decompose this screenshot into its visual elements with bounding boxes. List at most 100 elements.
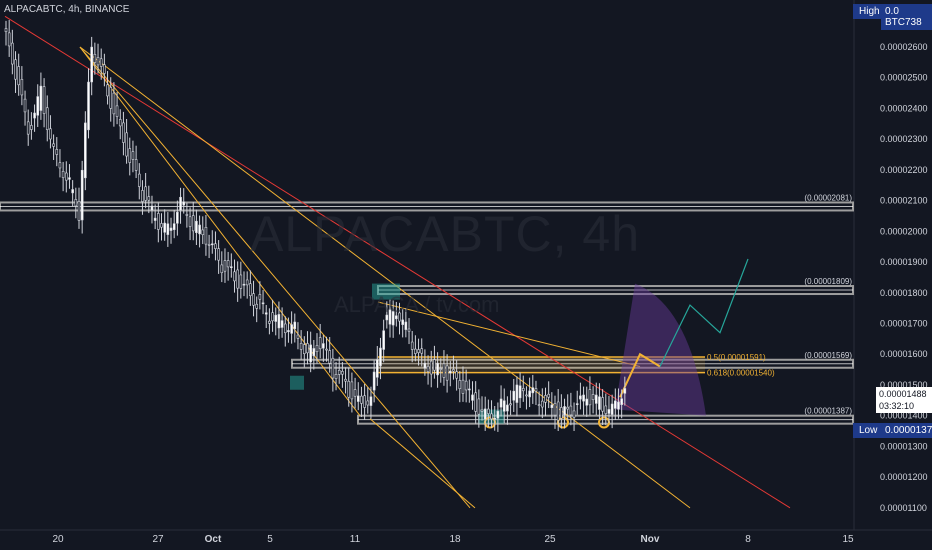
candle-body [382, 330, 385, 350]
candle-body [388, 309, 392, 325]
candle-body [353, 389, 357, 397]
candle-body [350, 381, 354, 400]
candle-body [93, 54, 97, 63]
candle-body [547, 393, 550, 398]
x-tick-label: 27 [152, 534, 164, 545]
candle-body [103, 64, 106, 74]
candle-body [166, 223, 170, 235]
candle-body [391, 311, 395, 326]
candle-body [185, 214, 189, 216]
candle-body [277, 314, 281, 329]
candle-body [398, 312, 401, 322]
candle-body [610, 403, 614, 415]
candle-body [499, 398, 503, 408]
candle-body [58, 162, 62, 169]
candle-body [147, 196, 151, 201]
level-label: (0.00001809) [804, 277, 852, 286]
y-tick-label: 0.00002000 [880, 226, 928, 236]
candle-body [163, 222, 166, 233]
candle-body [423, 362, 427, 369]
candle-body [569, 405, 573, 416]
candle-body [112, 92, 116, 115]
candle-body [468, 388, 471, 391]
candle-body [293, 321, 297, 330]
candle-body [118, 119, 122, 127]
candle-body [614, 400, 617, 409]
candle-body [426, 365, 430, 373]
candle-body [452, 369, 455, 372]
candle-body [477, 398, 481, 415]
candle-body [296, 334, 300, 339]
candle-body [71, 189, 74, 194]
candle-body [274, 314, 278, 322]
candle-body [182, 201, 186, 206]
x-tick-label: 20 [52, 534, 64, 545]
x-tick-label: 5 [267, 534, 273, 545]
y-tick-label: 0.00001900 [880, 257, 928, 267]
candle-body [566, 406, 570, 410]
candle-body [210, 243, 214, 246]
candle-body [226, 260, 230, 268]
candle-body [515, 384, 519, 403]
candle-body [201, 229, 205, 235]
yellow-trendline [369, 418, 476, 509]
candle-body [366, 400, 370, 406]
candle-body [442, 363, 446, 378]
candle-body [604, 405, 608, 414]
candle-body [36, 96, 40, 116]
candle-body [480, 409, 484, 412]
last-price-tag[interactable]: 0.00001488 03:32:10 [876, 387, 932, 413]
last-price: 0.00001488 [879, 389, 927, 399]
candle-body [331, 357, 335, 379]
candle-body [588, 389, 592, 406]
candle-body [344, 378, 347, 382]
candle-body [303, 344, 306, 354]
candle-body [607, 409, 611, 414]
candle-body [188, 216, 192, 227]
symbol-title: ALPACABTC, 4h, BINANCE [4, 4, 130, 15]
candle-body [448, 370, 452, 374]
candle-body [17, 66, 20, 86]
watermark-symbol: ALPACABTC, 4h [250, 206, 641, 262]
candle-body [341, 371, 344, 375]
candle-body [572, 410, 576, 418]
candle-body [239, 274, 243, 289]
candle-body [45, 107, 49, 130]
candle-body [461, 379, 465, 394]
candle-body [39, 85, 43, 111]
y-tick-label: 0.00001400 [880, 411, 928, 421]
y-tick-label: 0.00001200 [880, 472, 928, 482]
candle-body [74, 199, 78, 207]
candle-body [122, 122, 125, 143]
candle-body [322, 343, 325, 349]
candle-body [61, 171, 65, 178]
candle-body [309, 344, 312, 363]
candle-body [160, 223, 163, 228]
candle-body [271, 312, 274, 322]
candle-body [347, 380, 351, 398]
yellow-trendline [377, 301, 641, 368]
candle-body [176, 211, 179, 224]
candle-body [131, 151, 135, 160]
candle-body [255, 303, 259, 309]
candle-body [334, 373, 338, 379]
candle-body [537, 404, 541, 406]
candle-body [33, 112, 36, 119]
candle-body [474, 392, 477, 412]
candle-body [87, 81, 90, 131]
candle-body [420, 348, 424, 354]
candle-body [80, 169, 84, 221]
y-tick-label: 0.00001600 [880, 349, 928, 359]
candle-body [318, 337, 322, 350]
candle-body [217, 248, 220, 261]
candle-body [512, 390, 516, 401]
candle-body [20, 79, 24, 96]
candle-body [439, 368, 443, 370]
candle-body [591, 394, 595, 400]
candle-body [617, 401, 620, 410]
candle-body [214, 243, 217, 249]
candle-body [356, 395, 360, 402]
candle-body [483, 408, 487, 420]
y-tick-label: 0.00002300 [880, 134, 928, 144]
